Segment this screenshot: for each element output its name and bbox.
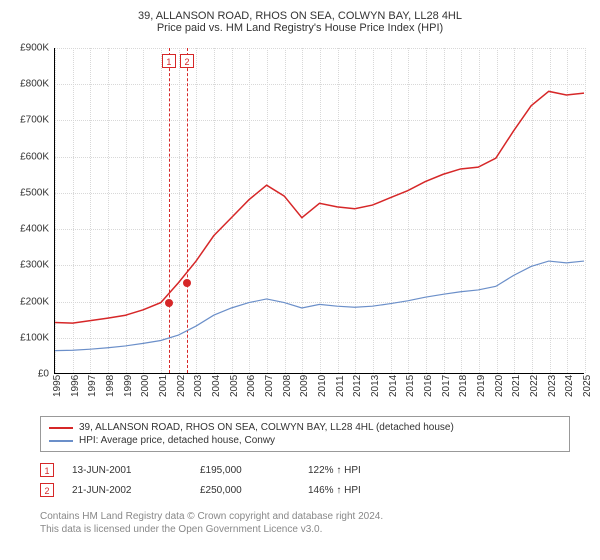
chart-title: 39, ALLANSON ROAD, RHOS ON SEA, COLWYN B… bbox=[0, 0, 600, 34]
x-tick-label: 2010 bbox=[317, 375, 328, 397]
sale-price: £195,000 bbox=[200, 465, 290, 476]
x-tick-label: 2000 bbox=[140, 375, 151, 397]
x-tick-label: 2023 bbox=[547, 375, 558, 397]
y-tick-label: £600K bbox=[1, 151, 49, 162]
x-tick-label: 1995 bbox=[52, 375, 63, 397]
sale-dot bbox=[183, 279, 191, 287]
x-tick-label: 2011 bbox=[335, 375, 346, 397]
series-line bbox=[55, 261, 584, 351]
series-line bbox=[55, 91, 584, 323]
title-line2: Price paid vs. HM Land Registry's House … bbox=[0, 22, 600, 34]
sale-date: 13-JUN-2001 bbox=[72, 465, 182, 476]
legend-swatch bbox=[49, 427, 73, 429]
x-tick-label: 2006 bbox=[246, 375, 257, 397]
x-tick-label: 2018 bbox=[458, 375, 469, 397]
x-tick-label: 2015 bbox=[405, 375, 416, 397]
legend-label: 39, ALLANSON ROAD, RHOS ON SEA, COLWYN B… bbox=[79, 422, 454, 433]
x-tick-label: 1997 bbox=[87, 375, 98, 397]
title-line1: 39, ALLANSON ROAD, RHOS ON SEA, COLWYN B… bbox=[0, 10, 600, 22]
x-tick-label: 2020 bbox=[494, 375, 505, 397]
sale-row: 1 13-JUN-2001 £195,000 122% ↑ HPI bbox=[40, 460, 570, 480]
sale-marker-box: 1 bbox=[162, 54, 176, 68]
sale-row: 2 21-JUN-2002 £250,000 146% ↑ HPI bbox=[40, 480, 570, 500]
x-tick-label: 2007 bbox=[264, 375, 275, 397]
legend: 39, ALLANSON ROAD, RHOS ON SEA, COLWYN B… bbox=[40, 416, 570, 452]
x-tick-label: 2005 bbox=[229, 375, 240, 397]
legend-item: 39, ALLANSON ROAD, RHOS ON SEA, COLWYN B… bbox=[49, 421, 561, 434]
y-tick-label: £200K bbox=[1, 296, 49, 307]
x-tick-label: 2003 bbox=[193, 375, 204, 397]
y-tick-label: £300K bbox=[1, 260, 49, 271]
x-tick-label: 2009 bbox=[299, 375, 310, 397]
sale-hpi-pct: 146% ↑ HPI bbox=[308, 485, 428, 496]
y-tick-label: £400K bbox=[1, 224, 49, 235]
x-tick-label: 2021 bbox=[511, 375, 522, 397]
sale-marker-box: 2 bbox=[180, 54, 194, 68]
sale-price: £250,000 bbox=[200, 485, 290, 496]
sales-table: 1 13-JUN-2001 £195,000 122% ↑ HPI 2 21-JUN-20… bbox=[40, 460, 570, 500]
chart-area: £0£100K£200K£300K£400K£500K£600K£700K£80… bbox=[54, 48, 584, 374]
legend-swatch bbox=[49, 440, 73, 442]
sale-date: 21-JUN-2002 bbox=[72, 485, 182, 496]
x-tick-label: 2008 bbox=[282, 375, 293, 397]
y-tick-label: £900K bbox=[1, 43, 49, 54]
y-tick-label: £0 bbox=[1, 369, 49, 380]
y-tick-label: £100K bbox=[1, 332, 49, 343]
x-tick-label: 2001 bbox=[158, 375, 169, 397]
footer-line1: Contains HM Land Registry data © Crown c… bbox=[40, 510, 570, 523]
sale-hpi-pct: 122% ↑ HPI bbox=[308, 465, 428, 476]
x-tick-label: 2002 bbox=[176, 375, 187, 397]
x-tick-label: 2012 bbox=[352, 375, 363, 397]
sale-id-box: 2 bbox=[40, 483, 54, 497]
legend-label: HPI: Average price, detached house, Conw… bbox=[79, 435, 275, 446]
x-tick-label: 2019 bbox=[476, 375, 487, 397]
y-tick-label: £500K bbox=[1, 187, 49, 198]
footer: Contains HM Land Registry data © Crown c… bbox=[40, 510, 570, 536]
x-tick-label: 2013 bbox=[370, 375, 381, 397]
x-tick-label: 2025 bbox=[582, 375, 593, 397]
y-tick-label: £800K bbox=[1, 79, 49, 90]
footer-line2: This data is licensed under the Open Gov… bbox=[40, 523, 570, 536]
y-tick-label: £700K bbox=[1, 115, 49, 126]
x-tick-label: 1999 bbox=[123, 375, 134, 397]
sale-dot bbox=[165, 299, 173, 307]
legend-item: HPI: Average price, detached house, Conw… bbox=[49, 434, 561, 447]
x-tick-label: 1996 bbox=[70, 375, 81, 397]
sale-id-box: 1 bbox=[40, 463, 54, 477]
x-tick-label: 2004 bbox=[211, 375, 222, 397]
x-tick-label: 2024 bbox=[564, 375, 575, 397]
x-tick-label: 2017 bbox=[441, 375, 452, 397]
plot-svg bbox=[55, 48, 584, 373]
x-tick-label: 2016 bbox=[423, 375, 434, 397]
x-tick-label: 2022 bbox=[529, 375, 540, 397]
x-gridline bbox=[585, 48, 586, 373]
x-tick-label: 2014 bbox=[388, 375, 399, 397]
x-tick-label: 1998 bbox=[105, 375, 116, 397]
